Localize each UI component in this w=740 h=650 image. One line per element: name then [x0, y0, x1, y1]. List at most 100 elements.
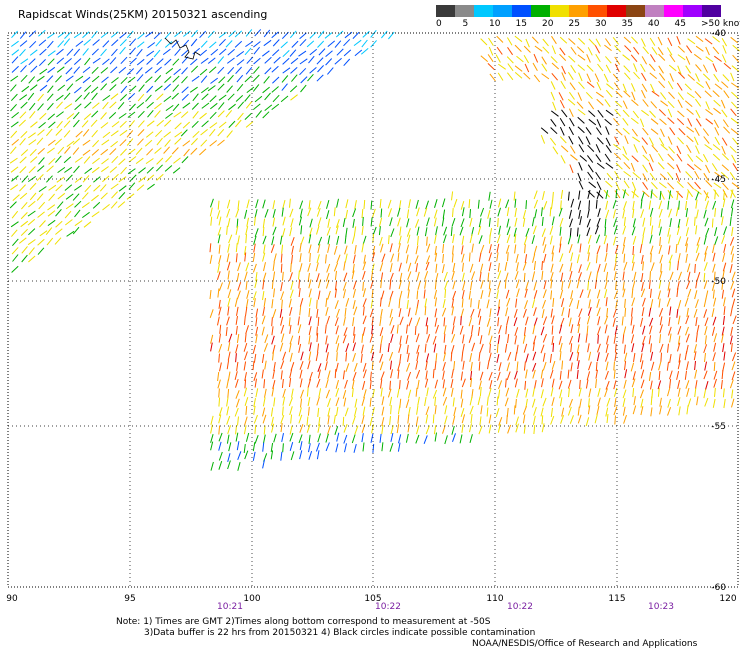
wind-barb [28, 132, 36, 139]
wind-barb [171, 92, 179, 100]
wind-barb [425, 414, 429, 424]
wind-barb [308, 326, 312, 336]
wind-barb [405, 433, 409, 443]
wind-barb [668, 91, 675, 100]
wind-barb [533, 74, 541, 83]
wind-barb [28, 139, 37, 146]
wind-barb [93, 176, 101, 183]
wind-barb [685, 237, 689, 247]
wind-barb [632, 172, 641, 179]
wind-barb [399, 380, 401, 390]
wind-barb [623, 326, 627, 336]
wind-barb [552, 342, 555, 352]
wind-barb [533, 406, 537, 416]
wind-barb [279, 342, 284, 352]
wind-barb [657, 290, 661, 300]
wind-barb [271, 423, 275, 433]
wind-barb [146, 85, 154, 93]
wind-barb [642, 190, 650, 198]
wind-barb [111, 173, 119, 181]
wind-barb [623, 236, 626, 246]
wind-barb [146, 148, 154, 156]
wind-barb [228, 442, 232, 452]
wind-barb [335, 325, 339, 335]
wind-barb [596, 289, 601, 299]
wind-barb [550, 308, 553, 318]
wind-barb [488, 191, 491, 201]
wind-barb [504, 397, 509, 407]
wind-barb [234, 371, 238, 381]
wind-barb [315, 442, 320, 452]
wind-barb [280, 263, 283, 273]
wind-barb [407, 289, 410, 299]
wind-barb [253, 372, 258, 381]
wind-barb [379, 297, 382, 307]
wind-barb [594, 45, 601, 54]
wind-barb [660, 263, 662, 273]
wind-barb [666, 47, 673, 56]
wind-barb [704, 245, 709, 255]
wind-barb [622, 127, 630, 135]
wind-barb [642, 181, 649, 190]
wind-barb [325, 58, 333, 66]
wind-barb [218, 397, 221, 407]
wind-barb [441, 264, 445, 274]
wind-barb [369, 308, 374, 318]
wind-barb [235, 378, 239, 388]
wind-barb [534, 209, 538, 219]
wind-barb [522, 406, 527, 415]
wind-barb [336, 343, 340, 353]
wind-barb [705, 81, 711, 90]
wind-barb [685, 326, 689, 336]
wind-barb [480, 263, 484, 273]
wind-barb [723, 243, 727, 254]
wind-barb [272, 208, 276, 218]
wind-barb [721, 54, 727, 63]
wind-barb [118, 66, 127, 74]
wind-barb [171, 147, 179, 155]
wind-barb [91, 211, 100, 218]
wind-barb [282, 396, 286, 406]
wind-barb [317, 423, 321, 433]
wind-barb [424, 343, 427, 353]
wind-barb [642, 154, 650, 162]
wind-barb [588, 181, 597, 189]
wind-barb [703, 235, 707, 245]
wind-barb [164, 139, 171, 147]
wind-barb [19, 192, 28, 200]
wind-barb [531, 217, 535, 227]
wind-barb [117, 201, 126, 208]
wind-barb [471, 271, 476, 281]
wind-barb [567, 308, 571, 318]
wind-barb [605, 145, 612, 153]
wind-barb [119, 94, 128, 101]
wind-barb [469, 423, 472, 433]
wind-barb [39, 220, 46, 228]
wind-barb [667, 37, 673, 47]
wind-barb [649, 172, 656, 181]
wind-barb [36, 174, 44, 182]
wind-barb [272, 49, 280, 57]
wind-barb [306, 387, 309, 397]
wind-barb [506, 297, 511, 307]
wind-barb [416, 425, 420, 435]
wind-barb [568, 388, 570, 398]
wind-barb [262, 306, 265, 316]
wind-barb [264, 67, 272, 75]
wind-barb [298, 288, 301, 298]
wind-barb [235, 95, 244, 102]
wind-barb [254, 228, 259, 237]
wind-barb [83, 221, 92, 228]
wind-barb [552, 191, 554, 201]
wind-barb [55, 208, 62, 217]
wind-barb [713, 370, 718, 380]
wind-barb [668, 326, 672, 336]
wind-barb [658, 208, 663, 218]
wind-barb [677, 325, 682, 335]
wind-barb [522, 209, 527, 219]
wind-barb [406, 209, 410, 219]
wind-barb [606, 414, 609, 424]
wind-barb [291, 40, 299, 48]
wind-barb [704, 326, 708, 336]
wind-barb [334, 426, 339, 435]
